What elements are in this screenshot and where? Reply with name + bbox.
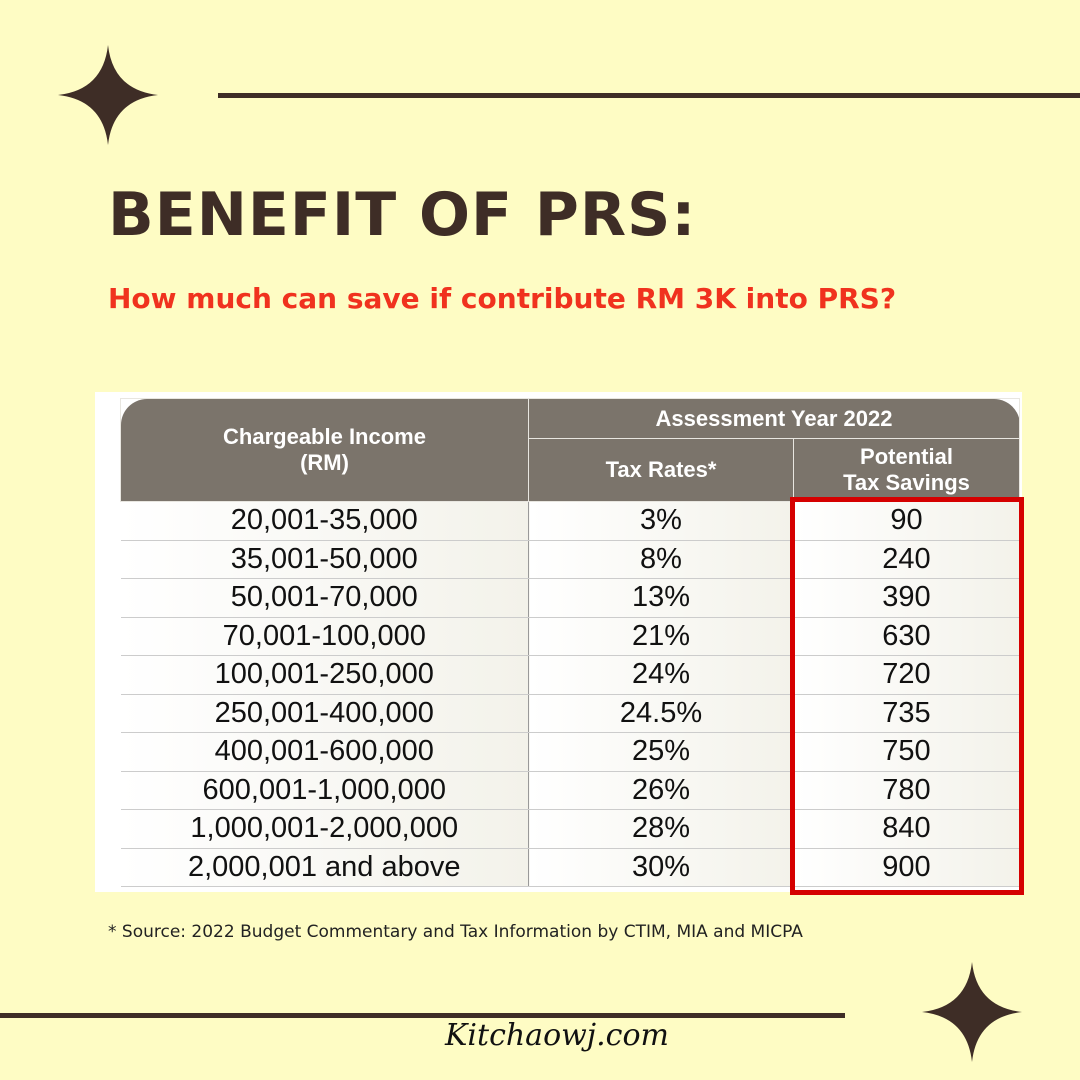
cell-income: 2,000,001 and above	[120, 848, 529, 887]
table-row: 100,001-250,000 24% 720	[120, 655, 1020, 695]
table-row: 250,001-400,000 24.5% 735	[120, 694, 1020, 733]
table-row: 2,000,001 and above 30% 900	[120, 848, 1020, 887]
table-row: 35,001-50,000 8% 240	[120, 540, 1020, 579]
header-assessment-year: Assessment Year 2022	[528, 398, 1020, 439]
logo-signature: Kitchaowj.com	[445, 1018, 669, 1053]
highlight-box	[790, 497, 1024, 895]
cell-tax-rate: 8%	[528, 540, 794, 579]
cell-income: 400,001-600,000	[120, 732, 529, 772]
cell-tax-rate: 30%	[528, 848, 794, 887]
cell-tax-savings: 735	[793, 694, 1020, 733]
cell-tax-savings: 750	[793, 732, 1020, 772]
cell-tax-rate: 26%	[528, 771, 794, 810]
cell-tax-savings: 390	[793, 578, 1020, 618]
tax-savings-table: Chargeable Income (RM) Assessment Year 20…	[95, 392, 1022, 892]
table-row: 600,001-1,000,000 26% 780	[120, 771, 1020, 810]
cell-tax-savings: 780	[793, 771, 1020, 810]
top-divider	[218, 93, 1080, 98]
cell-income: 1,000,001-2,000,000	[120, 809, 529, 849]
header-chargeable-income: Chargeable Income (RM)	[120, 398, 529, 502]
sparkle-icon	[922, 962, 1022, 1062]
cell-tax-savings: 900	[793, 848, 1020, 887]
table-row: 70,001-100,000 21% 630	[120, 617, 1020, 656]
cell-income: 250,001-400,000	[120, 694, 529, 733]
table-row: 20,001-35,000 3% 90	[120, 501, 1020, 541]
source-note: * Source: 2022 Budget Commentary and Tax…	[108, 922, 803, 942]
table-row: 400,001-600,000 25% 750	[120, 732, 1020, 772]
cell-tax-rate: 24.5%	[528, 694, 794, 733]
cell-tax-rate: 13%	[528, 578, 794, 618]
page-title: BENEFIT OF PRS:	[108, 180, 697, 250]
cell-tax-savings: 720	[793, 655, 1020, 695]
bottom-divider	[0, 1013, 845, 1018]
cell-income: 70,001-100,000	[120, 617, 529, 656]
cell-income: 50,001-70,000	[120, 578, 529, 618]
cell-tax-savings: 240	[793, 540, 1020, 579]
cell-tax-savings: 630	[793, 617, 1020, 656]
sparkle-icon	[58, 45, 158, 145]
table-row: 1,000,001-2,000,000 28% 840	[120, 809, 1020, 849]
header-potential-tax-savings: Potential Tax Savings	[793, 438, 1020, 502]
cell-income: 100,001-250,000	[120, 655, 529, 695]
cell-tax-rate: 24%	[528, 655, 794, 695]
cell-tax-rate: 25%	[528, 732, 794, 772]
table-row: 50,001-70,000 13% 390	[120, 578, 1020, 618]
cell-tax-savings: 840	[793, 809, 1020, 849]
cell-income: 20,001-35,000	[120, 501, 529, 541]
cell-income: 600,001-1,000,000	[120, 771, 529, 810]
cell-tax-rate: 21%	[528, 617, 794, 656]
cell-tax-rate: 3%	[528, 501, 794, 541]
cell-income: 35,001-50,000	[120, 540, 529, 579]
cell-tax-savings: 90	[793, 501, 1020, 541]
header-tax-rates: Tax Rates*	[528, 438, 794, 502]
cell-tax-rate: 28%	[528, 809, 794, 849]
page-subtitle: How much can save if contribute RM 3K in…	[108, 282, 897, 315]
